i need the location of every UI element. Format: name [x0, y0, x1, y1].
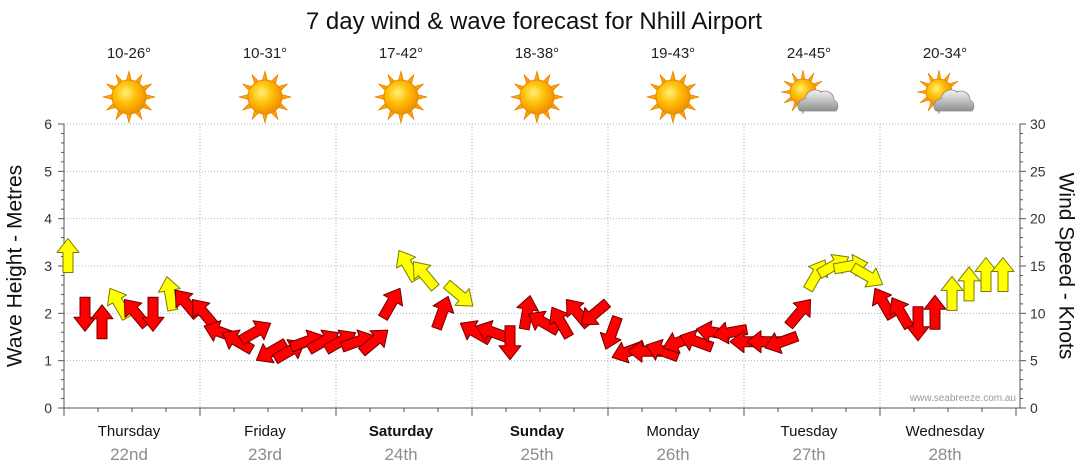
x-axis-day-label: Thursday — [98, 423, 161, 440]
wind-arrow — [906, 306, 930, 342]
chart-title: 7 day wind & wave forecast for Nhill Air… — [306, 8, 763, 35]
sunny-icon — [373, 69, 429, 125]
x-axis-day-label: Sunday — [510, 423, 565, 440]
wind-arrow — [516, 295, 540, 331]
wind-arrow — [498, 325, 522, 361]
left-axis-tick-label: 1 — [44, 353, 52, 369]
x-axis-day-label: Tuesday — [781, 423, 838, 440]
sun-disc — [383, 79, 419, 115]
left-axis-tick-label: 5 — [44, 163, 52, 179]
x-axis-date-label: 24th — [384, 445, 417, 464]
x-axis-date-label: 22nd — [110, 445, 148, 464]
cloud-shape — [797, 89, 839, 112]
x-axis-day-label: Monday — [646, 423, 700, 440]
wind-arrow — [238, 320, 272, 346]
left-axis-tick-label: 6 — [44, 116, 52, 132]
wind-arrow — [443, 279, 474, 307]
right-axis-title: Wind Speed - Knots — [1055, 173, 1078, 360]
wind-arrow — [90, 304, 114, 340]
right-axis-tick-label: 10 — [1030, 305, 1046, 321]
wind-arrow — [974, 257, 998, 292]
left-axis-tick-label: 4 — [44, 211, 52, 227]
wind-arrow — [888, 297, 914, 331]
x-axis-day-label: Saturday — [369, 423, 434, 440]
sunny-icon — [237, 69, 293, 125]
x-axis-date-label: 23rd — [248, 445, 282, 464]
x-axis-date-label: 26th — [656, 445, 689, 464]
sun-disc — [655, 79, 691, 115]
day-temperature-range: 24-45° — [787, 45, 831, 62]
x-axis-date-label: 28th — [928, 445, 961, 464]
axis-tick-labels: 0 1 2 3 4 5 6 0 5 10 15 20 25 30 — [44, 116, 1046, 416]
cloud-shape — [933, 89, 975, 112]
wind-arrow — [764, 331, 800, 354]
wind-arrow — [712, 321, 749, 345]
day-temperature-range: 10-26° — [107, 45, 151, 62]
x-axis-date-label: 25th — [520, 445, 553, 464]
day-temperature-range: 10-31° — [243, 45, 287, 62]
wind-arrow — [599, 315, 623, 350]
partly-cloudy-icon — [916, 69, 975, 115]
wind-arrow — [412, 261, 440, 292]
wind-arrow — [957, 266, 981, 302]
right-axis-tick-label: 0 — [1030, 400, 1038, 416]
wind-arrow — [850, 262, 884, 288]
left-axis-tick-label: 2 — [44, 305, 52, 321]
day-temperature-range: 20-34° — [923, 45, 967, 62]
wind-arrow — [940, 275, 964, 311]
sunny-icon — [645, 69, 701, 125]
x-axis-day-label: Wednesday — [906, 423, 985, 440]
left-axis-tick-label: 3 — [44, 258, 52, 274]
wind-arrow — [255, 338, 289, 364]
wind-arrow — [73, 296, 97, 332]
wind-arrow — [56, 238, 80, 273]
watermark: www.seabreeze.com.au — [909, 393, 1016, 404]
wind-arrows — [56, 238, 1015, 365]
daily-forecast-row: 10-26° 10-31° 17-42° 18-38° 19-43° 24-45° 20-3… — [101, 45, 975, 125]
right-axis-tick-label: 25 — [1030, 163, 1046, 179]
wind-arrow — [991, 257, 1015, 292]
wind-arrow — [431, 295, 455, 331]
sunny-icon — [101, 69, 157, 125]
day-temperature-range: 19-43° — [651, 45, 695, 62]
wind-arrow — [679, 329, 715, 353]
wind-arrow — [378, 287, 404, 321]
wind-arrow — [548, 306, 574, 340]
sun-disc — [247, 79, 283, 115]
sun-disc — [519, 79, 555, 115]
x-axis-day-label: Friday — [244, 423, 286, 440]
sun-disc — [111, 79, 147, 115]
sunny-icon — [509, 69, 565, 125]
wind-arrow — [923, 294, 947, 330]
wind-arrow — [191, 299, 219, 330]
partly-cloudy-icon — [780, 69, 839, 115]
right-axis-tick-label: 30 — [1030, 116, 1046, 132]
right-axis-tick-label: 15 — [1030, 258, 1046, 274]
right-axis-tick-label: 5 — [1030, 353, 1038, 369]
day-temperature-range: 17-42° — [379, 45, 423, 62]
wind-arrow — [784, 299, 812, 330]
right-axis-tick-label: 20 — [1030, 211, 1046, 227]
x-axis-date-label: 27th — [792, 445, 825, 464]
day-temperature-range: 18-38° — [515, 45, 559, 62]
wind-arrow — [141, 296, 165, 332]
plot-grid — [64, 123, 1020, 408]
wind-arrow — [580, 298, 611, 326]
wind-arrow — [746, 330, 782, 354]
wind-arrow — [221, 329, 255, 355]
left-axis-tick-label: 0 — [44, 400, 52, 416]
wind-arrow — [358, 329, 389, 357]
x-axis-labels: Thursday 22nd Friday 23rd Saturday 24th Sunday… — [98, 423, 985, 464]
left-axis-title: Wave Height - Metres — [4, 165, 27, 367]
axis-ticks — [58, 123, 1026, 416]
